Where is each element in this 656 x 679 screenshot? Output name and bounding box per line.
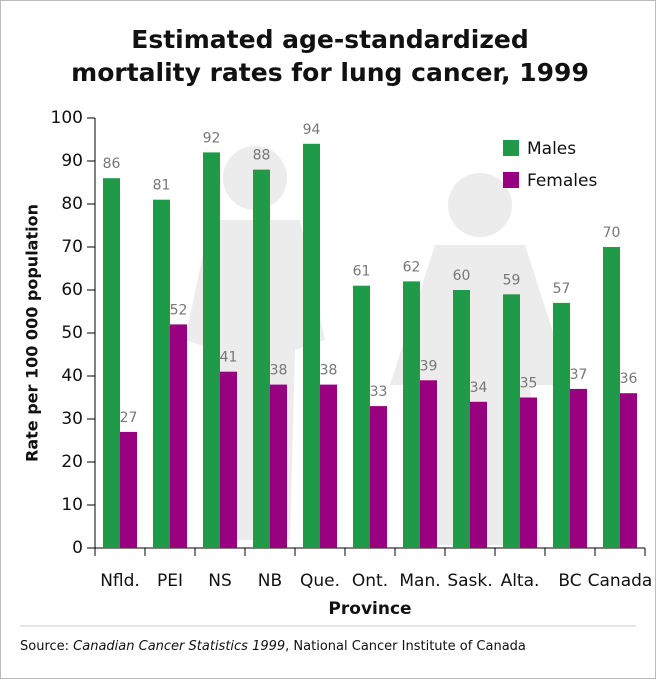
bar: [270, 384, 287, 548]
value-label: 92: [203, 130, 221, 146]
y-tick-label: 10: [61, 495, 83, 515]
value-label: 39: [420, 358, 438, 374]
legend-swatch: [503, 172, 519, 188]
source-suffix: , National Cancer Institute of Canada: [285, 639, 526, 654]
value-label: 37: [570, 367, 588, 383]
bar: [370, 406, 387, 548]
value-label: 94: [303, 122, 321, 138]
value-label: 35: [520, 376, 538, 392]
y-axis-label: Rate per 100 000 population: [23, 204, 42, 462]
source: Source: Canadian Cancer Statistics 1999,…: [20, 639, 526, 654]
value-label: 41: [220, 350, 238, 366]
bar: [520, 397, 537, 548]
value-label: 34: [470, 380, 488, 396]
legend-label: Females: [527, 171, 597, 191]
y-tick-label: 90: [61, 151, 83, 171]
bar: [303, 143, 320, 549]
x-tick-label: NB: [258, 571, 282, 591]
x-tick-label: Nfld.: [100, 571, 140, 591]
x-tick-label: Man.: [399, 571, 440, 591]
x-tick-label: Que.: [300, 571, 340, 591]
value-label: 81: [153, 178, 171, 194]
bar: [420, 380, 437, 548]
value-label: 52: [170, 302, 188, 318]
y-tick-label: 30: [61, 409, 83, 429]
bar: [553, 302, 570, 548]
value-label: 88: [253, 148, 271, 164]
y-tick-label: 50: [61, 323, 83, 343]
x-tick-label: NS: [208, 571, 232, 591]
value-label: 59: [503, 272, 521, 288]
value-label: 33: [370, 384, 388, 400]
x-axis-label: Province: [328, 599, 411, 619]
bar: [153, 199, 170, 548]
legend-label: Males: [527, 139, 576, 159]
value-label: 86: [103, 156, 121, 172]
bar: [620, 393, 637, 548]
value-label: 62: [403, 259, 421, 275]
value-label: 36: [620, 371, 638, 387]
x-tick-label: PEI: [157, 571, 183, 591]
bar: [170, 324, 187, 548]
y-tick-label: 20: [61, 452, 83, 472]
chart-title: mortality rates for lung cancer, 1999: [71, 58, 589, 87]
bar: [603, 247, 620, 548]
y-tick-label: 0: [72, 538, 83, 558]
bar: [470, 401, 487, 548]
x-tick-label: Canada: [588, 571, 653, 591]
bar: [453, 290, 470, 548]
bar: [253, 169, 270, 548]
y-tick-label: 40: [61, 366, 83, 386]
bar: [220, 371, 237, 548]
value-label: 61: [353, 264, 371, 280]
source-prefix: Source:: [20, 639, 69, 654]
x-tick-label: Alta.: [501, 571, 540, 591]
x-tick-label: Sask.: [447, 571, 492, 591]
bar: [320, 384, 337, 548]
source-title: Canadian Cancer Statistics 1999: [73, 639, 285, 654]
bar: [203, 152, 220, 548]
value-label: 60: [453, 268, 471, 284]
bar: [570, 388, 587, 548]
y-tick-label: 80: [61, 194, 83, 214]
value-label: 38: [270, 363, 288, 379]
value-label: 57: [553, 281, 571, 297]
bar: [403, 281, 420, 548]
bar: [120, 431, 137, 548]
value-label: 38: [320, 363, 338, 379]
value-label: 27: [120, 410, 138, 426]
bar: [103, 178, 120, 548]
bar: [353, 285, 370, 548]
y-tick-label: 60: [61, 280, 83, 300]
x-tick-label: BC: [558, 571, 581, 591]
x-tick-label: Ont.: [352, 571, 388, 591]
y-tick-label: 100: [51, 108, 83, 128]
y-tick-label: 70: [61, 237, 83, 257]
value-label: 70: [603, 225, 621, 241]
legend-swatch: [503, 140, 519, 156]
bar: [503, 294, 520, 548]
chart-title: Estimated age-standardized: [131, 25, 528, 54]
